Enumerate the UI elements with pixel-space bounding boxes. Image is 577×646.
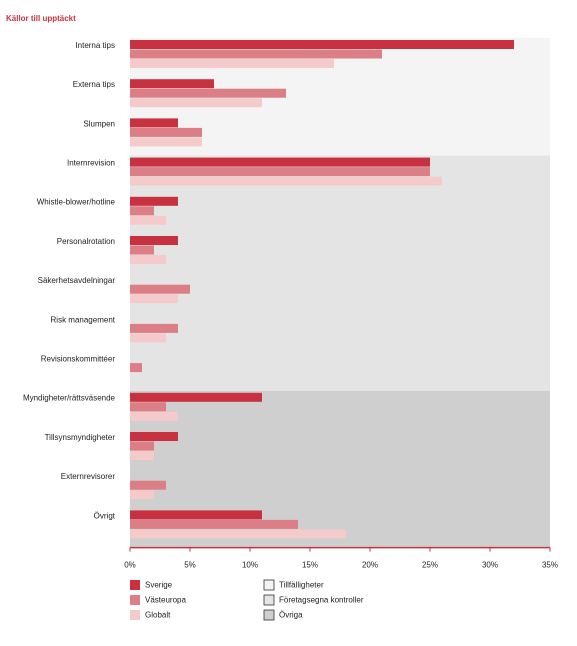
group-band xyxy=(130,155,550,391)
legend-label: Västeuropa xyxy=(145,596,186,605)
legend-swatch xyxy=(130,580,140,590)
bar xyxy=(130,402,166,412)
bar xyxy=(130,451,154,460)
bar xyxy=(130,176,442,186)
bar xyxy=(130,294,178,304)
legend-swatch xyxy=(263,594,275,606)
bar xyxy=(130,236,178,245)
y-tick-label: Whistle-blower/hotline xyxy=(37,198,116,207)
bar xyxy=(130,255,166,264)
y-tick-label: Tillsynsmyndigheter xyxy=(45,433,116,442)
x-tick-label: 20% xyxy=(362,561,378,570)
bar xyxy=(130,59,334,68)
bar xyxy=(130,323,178,333)
x-tick-label: 15% xyxy=(302,561,318,570)
y-tick-label: Interna tips xyxy=(75,41,115,50)
x-tick-label: 25% xyxy=(422,561,438,570)
chart-title: Källor till upptäckt xyxy=(6,14,76,23)
bar xyxy=(130,284,190,294)
bar xyxy=(130,98,262,108)
bar xyxy=(130,529,346,539)
x-tick-label: 35% xyxy=(542,561,558,570)
x-tick-label: 5% xyxy=(184,561,196,570)
y-tick-label: Internrevision xyxy=(67,158,115,167)
bar xyxy=(130,49,382,59)
bar xyxy=(130,215,166,225)
bar xyxy=(130,392,262,402)
bar xyxy=(130,40,514,49)
y-tick-label: Myndigheter/rättsväsende xyxy=(23,394,116,403)
bar xyxy=(130,480,166,490)
bar xyxy=(130,363,142,373)
bar xyxy=(130,127,202,137)
y-tick-label: Övrigt xyxy=(94,511,116,520)
bar xyxy=(130,157,430,167)
bar xyxy=(130,441,154,451)
bar xyxy=(130,411,178,421)
y-tick-label: Risk management xyxy=(51,315,116,324)
y-tick-label: Säkerhetsavdelningar xyxy=(38,276,116,285)
legend-label: Övriga xyxy=(279,611,303,620)
bar xyxy=(130,206,154,216)
legend-label: Sverige xyxy=(145,581,173,590)
y-tick-label: Slumpen xyxy=(83,119,115,128)
bar xyxy=(130,118,178,128)
bar xyxy=(130,245,154,255)
y-tick-label: Externa tips xyxy=(73,80,115,89)
legend-label: Företagsegna kontroller xyxy=(279,596,364,605)
bar xyxy=(130,490,154,500)
x-tick-label: 0% xyxy=(124,561,136,570)
bar xyxy=(130,88,286,98)
legend-swatch xyxy=(263,609,275,621)
y-tick-label: Revisionskommittéer xyxy=(41,354,116,363)
x-tick-label: 30% xyxy=(482,561,498,570)
legend-label: Globalt xyxy=(145,611,171,620)
bar xyxy=(130,333,166,343)
bar xyxy=(130,137,202,147)
bar xyxy=(130,196,178,206)
y-tick-label: Personalrotation xyxy=(57,237,115,246)
legend-swatch xyxy=(130,595,140,605)
bar xyxy=(130,432,178,441)
y-tick-label: Externrevisorer xyxy=(61,472,116,481)
legend-swatch xyxy=(130,610,140,620)
bar xyxy=(130,167,430,177)
legend-swatch xyxy=(263,579,275,591)
bar xyxy=(130,510,262,520)
x-tick-label: 10% xyxy=(242,561,258,570)
bar xyxy=(130,79,214,89)
legend-label: Tillfälligheter xyxy=(279,581,324,590)
bar xyxy=(130,519,298,529)
